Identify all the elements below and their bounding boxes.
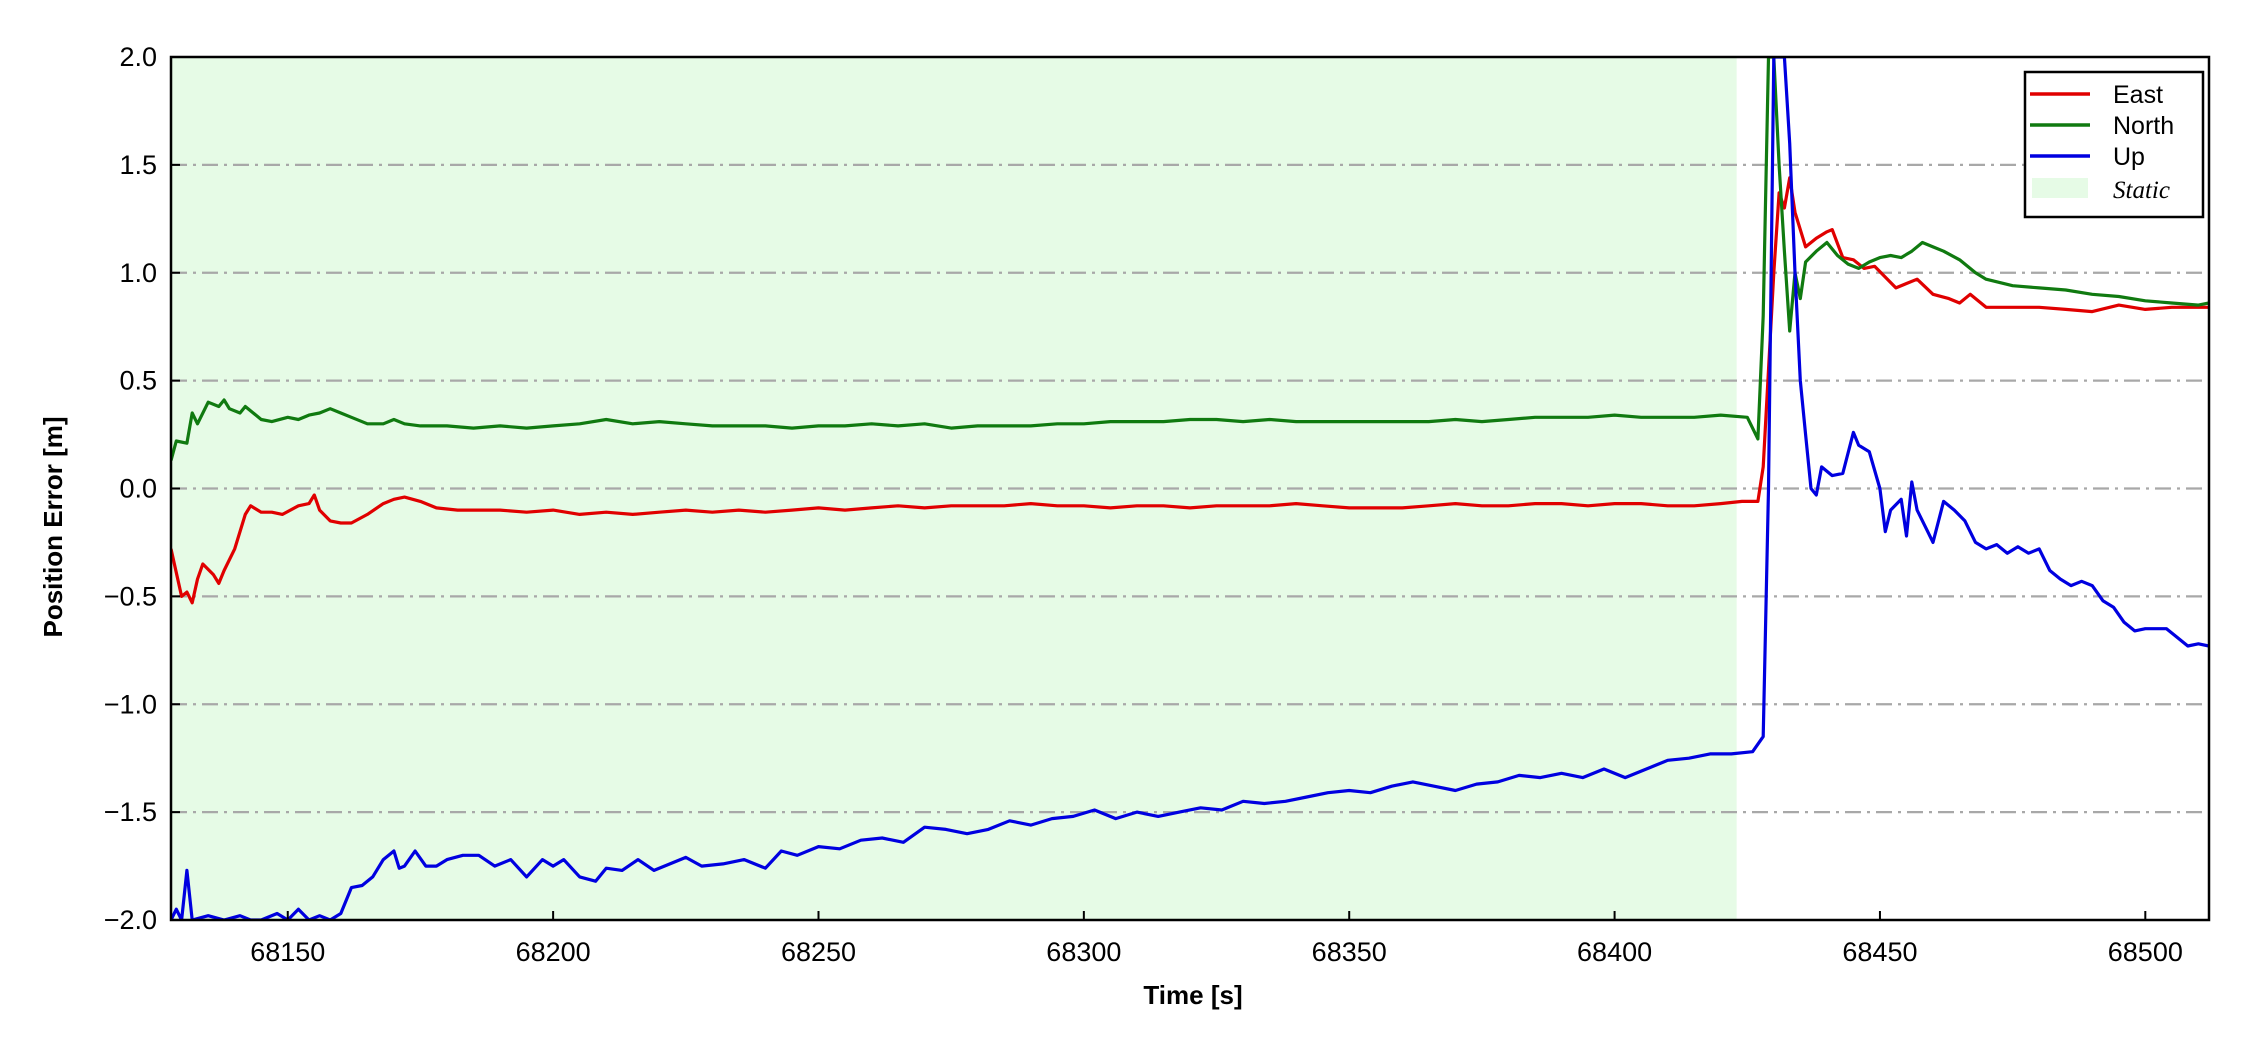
y-tick-label: 2.0 — [119, 42, 157, 72]
x-axis: 68150 68200 68250 68300 68350 68400 68450 68500 — [250, 911, 2183, 967]
legend-label-static: Static — [2113, 177, 2170, 204]
y-axis: −2.0 −1.5 −1.0 −0.5 0.0 0.5 1.0 1.5 2.0 — [104, 42, 180, 935]
y-tick-label: 0.0 — [119, 474, 157, 504]
x-tick-label: 68400 — [1577, 937, 1652, 967]
y-tick-label: 0.5 — [119, 366, 157, 396]
x-tick-label: 68300 — [1046, 937, 1121, 967]
x-tick-label: 68350 — [1312, 937, 1387, 967]
legend: East North Up Static — [2023, 70, 2205, 219]
legend-label-north: North — [2113, 112, 2174, 140]
y-tick-label: 1.0 — [119, 258, 157, 288]
x-axis-title: Time [s] — [1143, 980, 1242, 1010]
y-tick-label: −0.5 — [104, 581, 157, 611]
legend-label-east: East — [2113, 81, 2163, 109]
series-line-north — [171, 57, 2209, 461]
y-tick-label: 1.5 — [119, 150, 157, 180]
y-axis-title: Position Error [m] — [38, 416, 68, 637]
legend-swatch-static — [2032, 178, 2088, 198]
x-tick-label: 68200 — [516, 937, 591, 967]
x-tick-label: 68500 — [2108, 937, 2183, 967]
series-line-up — [171, 57, 2209, 920]
y-tick-label: −1.0 — [104, 689, 157, 719]
y-tick-label: −1.5 — [104, 797, 157, 827]
y-tick-label: −2.0 — [104, 905, 157, 935]
x-tick-label: 68150 — [250, 937, 325, 967]
x-tick-label: 68250 — [781, 937, 856, 967]
plot-area — [169, 55, 2211, 922]
legend-label-up: Up — [2113, 143, 2145, 171]
x-tick-label: 68450 — [1842, 937, 1917, 967]
series-line-east — [171, 176, 2209, 605]
